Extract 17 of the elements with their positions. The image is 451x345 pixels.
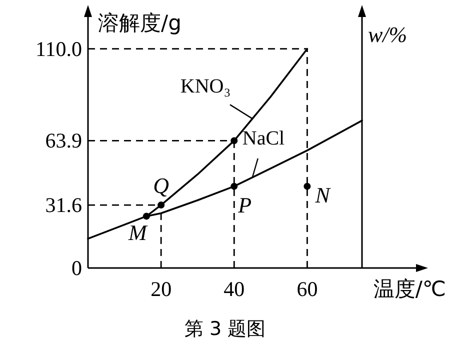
y-tick-label: 63.9 xyxy=(45,128,82,153)
y-tick-label: 31.6 xyxy=(45,193,82,218)
text: 第 3 题图 xyxy=(184,318,266,340)
legend-label: NaCl xyxy=(242,127,286,150)
series-label: KNO₃ xyxy=(180,76,231,98)
annotation: P xyxy=(237,192,252,218)
y-tick-label: 0 xyxy=(72,256,82,280)
y-tick-label: 110.0 xyxy=(36,36,82,61)
annotation: Q xyxy=(153,173,170,198)
y-axis-title: 溶解度/g xyxy=(98,11,182,35)
x-tick-label: 40 xyxy=(224,277,245,301)
annotation: M xyxy=(127,220,148,246)
x-axis-title: 温度/℃ xyxy=(373,277,446,301)
x-tick-label: 60 xyxy=(296,277,318,301)
y2-axis-title: w/% xyxy=(368,22,408,47)
annotation: N xyxy=(314,182,332,208)
x-tick-label: 20 xyxy=(150,277,172,301)
